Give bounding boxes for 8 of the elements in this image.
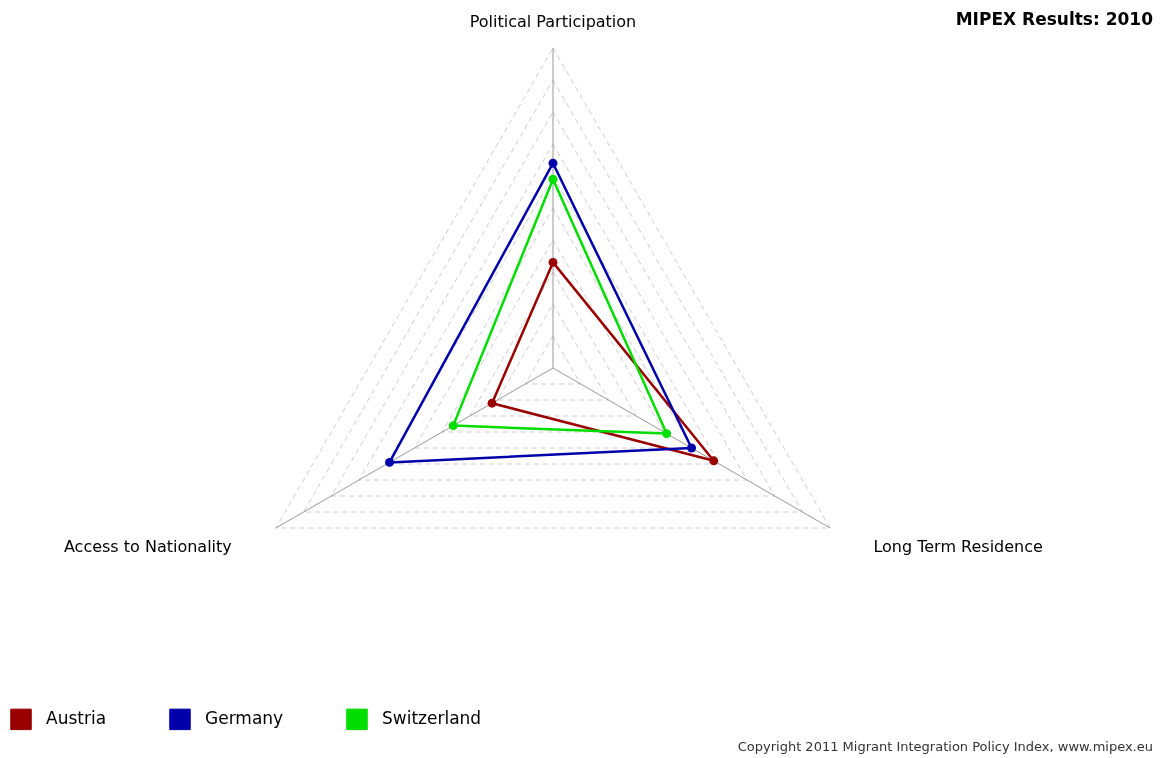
legend-label: Germany xyxy=(205,708,284,729)
legend-label: Switzerland xyxy=(382,708,482,729)
spoke-label: Political Participation xyxy=(469,12,637,32)
text: Copyright 2011 Migrant Integration Policy Index, www.mipex.eu xyxy=(737,739,1153,754)
chart-title: MIPEX Results: 2010 xyxy=(955,9,1154,29)
spoke-label: Access to Nationality xyxy=(63,537,232,557)
legend-label: Austria xyxy=(46,708,107,729)
spoke-label: Long Term Residence xyxy=(873,537,1043,557)
